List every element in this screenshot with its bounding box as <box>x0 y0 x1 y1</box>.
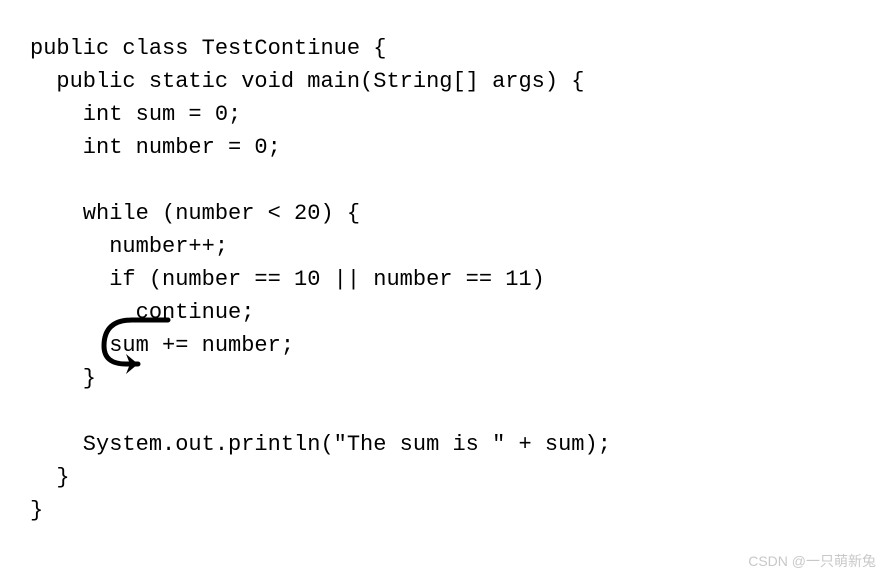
code-block: public class TestContinue { public stati… <box>0 22 890 527</box>
watermark-text: CSDN @一只萌新兔 <box>748 551 876 571</box>
